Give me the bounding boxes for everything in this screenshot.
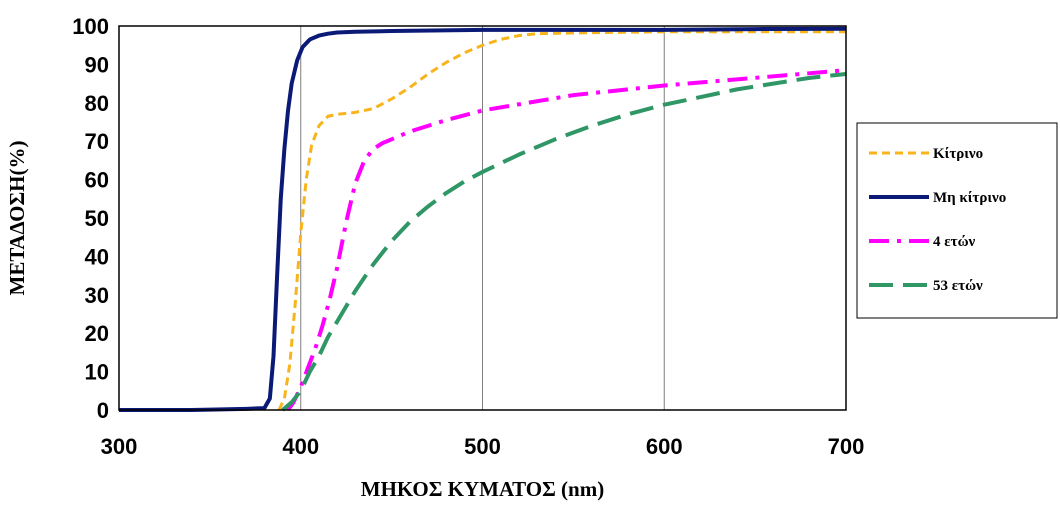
y-tick-label: 80 <box>85 91 109 116</box>
x-tick-label: 600 <box>646 434 683 459</box>
legend: Κίτρινο Μη κίτρινο 4 ετών 53 ετών <box>856 122 1058 319</box>
x-axis-tick-labels: 300 400 500 600 700 <box>101 434 865 459</box>
y-tick-label: 100 <box>72 14 109 39</box>
x-tick-label: 300 <box>101 434 138 459</box>
legend-label: 53 ετών <box>933 278 983 294</box>
y-tick-label: 10 <box>85 360 109 385</box>
legend-item: 53 ετών <box>869 278 983 294</box>
y-tick-label: 70 <box>85 129 109 154</box>
grid-lines <box>300 26 665 410</box>
legend-label: Μη κίτρινο <box>933 190 1006 206</box>
series-line-1 <box>119 26 847 412</box>
plot-area-frame <box>118 25 847 411</box>
y-tick-label: 0 <box>97 398 109 423</box>
series-line-0 <box>277 30 846 411</box>
y-tick-label: 60 <box>85 168 109 193</box>
x-tick-label: 700 <box>828 434 865 459</box>
x-axis-title: ΜΗΚΟΣ ΚΥΜΑΤΟΣ (nm) <box>361 477 604 501</box>
series-line-2 <box>286 68 847 412</box>
y-tick-label: 90 <box>85 52 109 77</box>
y-axis-tick-labels: 0 10 20 30 40 50 60 70 80 90 100 <box>72 14 109 423</box>
y-tick-label: 30 <box>85 283 109 308</box>
series-lines <box>119 26 847 412</box>
y-axis-title: ΜΕΤΑΔΟΣΗ(%) <box>5 140 29 295</box>
legend-label: 4 ετών <box>933 234 976 250</box>
legend-item: Μη κίτρινο <box>869 190 1006 206</box>
y-tick-label: 20 <box>85 321 109 346</box>
legend-item: 4 ετών <box>869 234 976 250</box>
legend-label: Κίτρινο <box>933 146 983 162</box>
y-tick-label: 40 <box>85 244 109 269</box>
legend-item: Κίτρινο <box>869 146 983 162</box>
series-line-3 <box>281 72 847 412</box>
x-tick-label: 500 <box>464 434 501 459</box>
x-tick-label: 400 <box>282 434 319 459</box>
y-tick-label: 50 <box>85 206 109 231</box>
